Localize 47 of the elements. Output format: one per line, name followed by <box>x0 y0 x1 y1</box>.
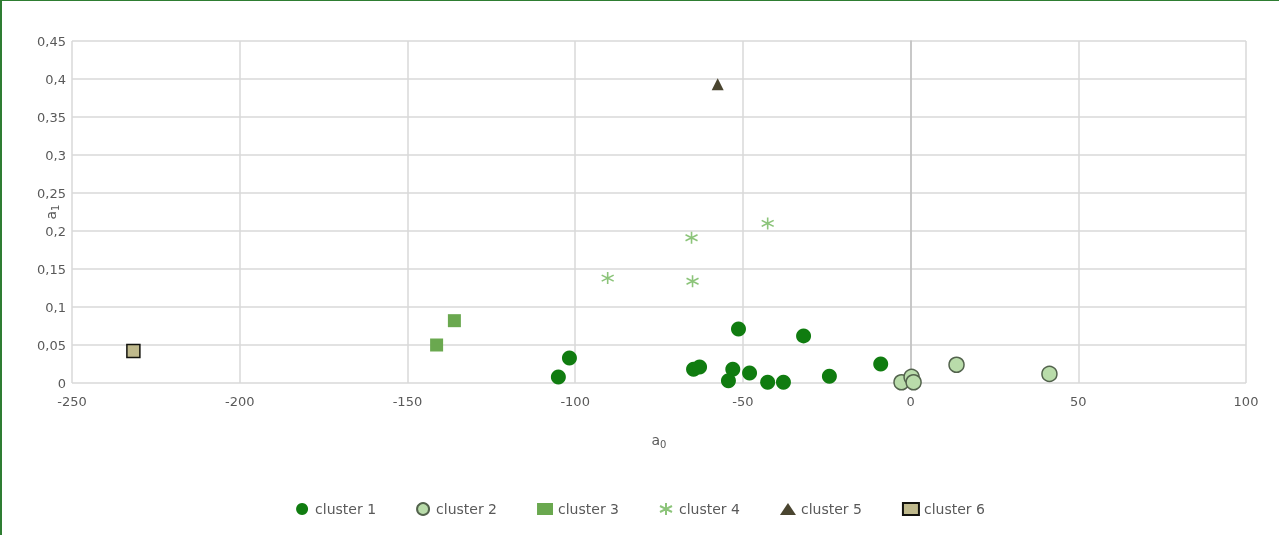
x-tick-label: -100 <box>560 394 590 409</box>
point <box>720 373 736 389</box>
y-tick-label: 0,25 <box>37 185 66 201</box>
x-tick-label: -250 <box>57 394 87 409</box>
point <box>873 356 889 372</box>
point <box>760 216 775 231</box>
point <box>684 231 699 245</box>
y-tick-label: 0,1 <box>45 299 66 315</box>
point <box>685 274 700 288</box>
point <box>775 374 791 390</box>
legend-label: cluster 2 <box>436 501 498 517</box>
legend-label: cluster 1 <box>315 501 377 517</box>
point <box>692 359 708 375</box>
legend-label: cluster 4 <box>679 501 741 517</box>
point <box>905 373 922 391</box>
point <box>821 368 837 384</box>
point <box>561 350 577 366</box>
y-tick-label: 0,15 <box>37 261 66 277</box>
point <box>1041 365 1058 383</box>
y-tick-label: 0,05 <box>37 337 66 353</box>
point <box>760 374 776 390</box>
point <box>731 321 746 337</box>
point <box>948 356 965 374</box>
x-tick-label: 100 <box>1233 394 1259 409</box>
point <box>711 78 724 91</box>
x-tick-label: -50 <box>732 394 754 409</box>
legend-label: cluster 6 <box>923 501 985 517</box>
y-axis-title: a1 <box>43 204 61 220</box>
y-tick-label: 0,3 <box>45 147 66 163</box>
point <box>430 338 444 352</box>
point <box>600 271 615 285</box>
legend-label: cluster 3 <box>558 501 620 517</box>
x-tick-label: 50 <box>1070 394 1087 409</box>
legend-label: cluster 5 <box>800 501 862 517</box>
y-tick-label: 0,2 <box>45 223 66 239</box>
y-tick-label: 0,35 <box>37 109 66 125</box>
point <box>796 328 812 344</box>
y-tick-label: 0 <box>57 375 66 391</box>
x-tick-label: 0 <box>906 394 915 409</box>
point <box>742 365 758 381</box>
y-tick-label: 0,4 <box>45 71 66 87</box>
point <box>447 314 461 328</box>
point <box>550 369 566 385</box>
y-tick-label: 0,45 <box>37 33 66 49</box>
x-tick-label: -150 <box>392 394 423 409</box>
x-tick-label: -200 <box>224 394 255 409</box>
point <box>126 343 141 359</box>
